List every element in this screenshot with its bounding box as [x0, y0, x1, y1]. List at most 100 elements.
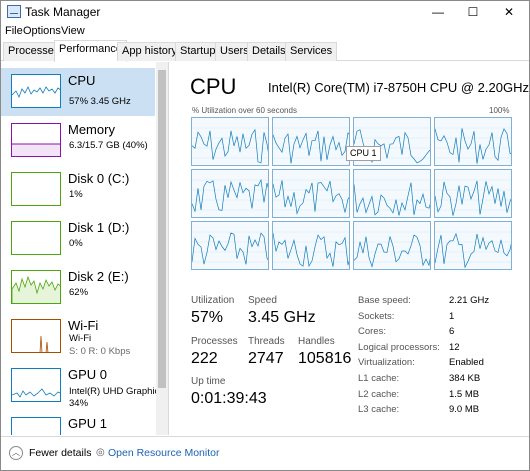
- sidebar-item-title: Disk 1 (D:): [68, 220, 130, 235]
- minimize-button[interactable]: —: [432, 5, 444, 19]
- gpu0-thumbnail-graph: [11, 368, 61, 402]
- spec-value: 12: [449, 342, 460, 353]
- handles-value: 105816: [298, 350, 352, 367]
- footer-bar: ︿ Fewer details ◎ Open Resource Monitor: [1, 436, 529, 470]
- wifi-thumbnail-graph: [11, 319, 61, 353]
- tab-startup[interactable]: Startup: [175, 42, 221, 61]
- sidebar-item-disk2[interactable]: Disk 2 (E:) 62%: [1, 264, 155, 312]
- window-title: Task Manager: [25, 5, 101, 19]
- utilization-value: 57%: [191, 309, 224, 326]
- spec-label: L2 cache:: [358, 389, 400, 400]
- sidebar-item-disk0[interactable]: Disk 0 (C:) 1%: [1, 166, 155, 214]
- speed-value: 3.45 GHz: [248, 309, 316, 326]
- spec-label: Base speed:: [358, 295, 411, 306]
- logical-processor-graph: [191, 221, 269, 270]
- fewer-details-button[interactable]: Fewer details: [29, 447, 92, 459]
- disk2-thumbnail-graph: [11, 270, 61, 304]
- disk1-thumbnail-graph: [11, 221, 61, 255]
- spec-value: Enabled: [449, 357, 484, 368]
- close-button[interactable]: ✕: [503, 5, 515, 19]
- logical-processor-graph: [434, 221, 512, 270]
- sidebar-item-memory[interactable]: Memory 6.3/15.7 GB (40%): [1, 117, 155, 165]
- sidebar-item-subtitle: 1%: [69, 189, 83, 200]
- open-resource-monitor-link[interactable]: Open Resource Monitor: [108, 447, 220, 459]
- spec-label: L1 cache:: [358, 373, 400, 384]
- sidebar-item-subtitle: Wi-Fi: [69, 333, 92, 344]
- tab-users[interactable]: Users: [215, 42, 254, 61]
- disk0-thumbnail-graph: [11, 172, 61, 206]
- gpu1-thumbnail-graph: [11, 417, 61, 435]
- tab-services[interactable]: Services: [285, 42, 338, 61]
- sidebar-item-subtitle: 0%: [69, 238, 83, 249]
- logical-processor-graph: [272, 221, 350, 270]
- scrollbar-thumb[interactable]: [158, 70, 166, 388]
- sidebar-item-title: GPU 1: [68, 416, 108, 431]
- spec-label: Virtualization:: [358, 357, 415, 368]
- utilization-graph-label: % Utilization over 60 seconds: [192, 106, 297, 115]
- sidebar-item-gpu0[interactable]: GPU 0 Intel(R) UHD Graphic 34%: [1, 362, 159, 410]
- logical-processor-graph: [272, 117, 350, 166]
- menu-bar: File Options View: [1, 23, 529, 40]
- spec-value: 384 KB: [449, 373, 481, 384]
- handles-label: Handles: [298, 336, 335, 347]
- uptime-label: Up time: [191, 376, 226, 387]
- logical-processor-graph: [434, 169, 512, 218]
- processes-label: Processes: [191, 336, 238, 347]
- logical-processor-graph: [191, 169, 269, 218]
- tab-app-history[interactable]: App history: [117, 42, 183, 61]
- sidebar-item-disk1[interactable]: Disk 1 (D:) 0%: [1, 215, 155, 263]
- logical-processor-graph: [272, 169, 350, 218]
- spec-label: Cores:: [358, 326, 386, 337]
- spec-value: 1.5 MB: [449, 389, 480, 400]
- uptime-value: 0:01:39:43: [191, 390, 267, 407]
- sidebar-item-title: Wi-Fi: [68, 318, 99, 333]
- sidebar-item-title: GPU 0: [68, 367, 108, 382]
- threads-value: 2747: [248, 350, 284, 367]
- cpu-thumbnail-graph: [11, 74, 61, 108]
- spec-value: 9.0 MB: [449, 404, 480, 415]
- resource-sidebar: CPU 57% 3.45 GHz Memory 6.3/15.7 GB (40%…: [1, 62, 169, 435]
- resource-monitor-icon: ◎: [96, 447, 105, 458]
- tab-performance[interactable]: Performance: [54, 40, 127, 62]
- sidebar-item-title: Memory: [68, 122, 115, 137]
- sidebar-item-usage: 34%: [69, 398, 89, 409]
- sidebar-scrollbar[interactable]: [156, 62, 168, 435]
- processes-value: 222: [191, 350, 218, 367]
- utilization-graph-max: 100%: [489, 106, 510, 115]
- threads-label: Threads: [248, 336, 285, 347]
- cpu-detail-panel: CPU Intel(R) Core(TM) i7-8750H CPU @ 2.2…: [171, 62, 529, 435]
- spec-value: 2.21 GHz: [449, 295, 490, 306]
- sidebar-item-title: Disk 0 (C:): [68, 171, 130, 186]
- spec-value: 1: [449, 311, 455, 322]
- title-bar[interactable]: Task Manager — ☐ ✕: [1, 1, 529, 23]
- sidebar-item-throughput: S: 0 R: 0 Kbps: [69, 346, 131, 357]
- logical-processor-graph: [434, 117, 512, 166]
- spec-label: Sockets:: [358, 311, 395, 322]
- logical-processor-graph: [353, 221, 431, 270]
- menu-options[interactable]: Options: [23, 25, 61, 37]
- sidebar-item-cpu[interactable]: CPU 57% 3.45 GHz: [1, 68, 155, 116]
- spec-label: Logical processors:: [358, 342, 440, 353]
- tab-details[interactable]: Details: [247, 42, 291, 61]
- sidebar-item-subtitle: 57% 3.45 GHz: [69, 96, 131, 107]
- utilization-label: Utilization: [191, 295, 235, 306]
- task-manager-icon: [7, 5, 21, 18]
- maximize-button[interactable]: ☐: [467, 5, 479, 19]
- spec-value: 6: [449, 326, 455, 337]
- sidebar-item-wifi[interactable]: Wi-Fi Wi-Fi S: 0 R: 0 Kbps: [1, 313, 155, 361]
- logical-processor-graph: [353, 169, 431, 218]
- graph-tooltip: CPU 1: [346, 146, 381, 161]
- sidebar-item-subtitle: 6.3/15.7 GB (40%): [69, 140, 148, 151]
- cpu-model-name: Intel(R) Core(TM) i7-8750H CPU @ 2.20GHz: [268, 80, 529, 95]
- speed-label: Speed: [248, 295, 277, 306]
- menu-view[interactable]: View: [61, 25, 85, 37]
- logical-processor-graph: [191, 117, 269, 166]
- memory-thumbnail-graph: [11, 123, 61, 157]
- logical-processor-graphs: [191, 117, 514, 272]
- chevron-up-icon[interactable]: ︿: [9, 446, 23, 460]
- tab-processes[interactable]: Processes: [3, 42, 65, 61]
- sidebar-item-gpu1[interactable]: GPU 1: [1, 411, 155, 435]
- sidebar-item-subtitle: 62%: [69, 287, 89, 298]
- menu-file[interactable]: File: [5, 25, 23, 37]
